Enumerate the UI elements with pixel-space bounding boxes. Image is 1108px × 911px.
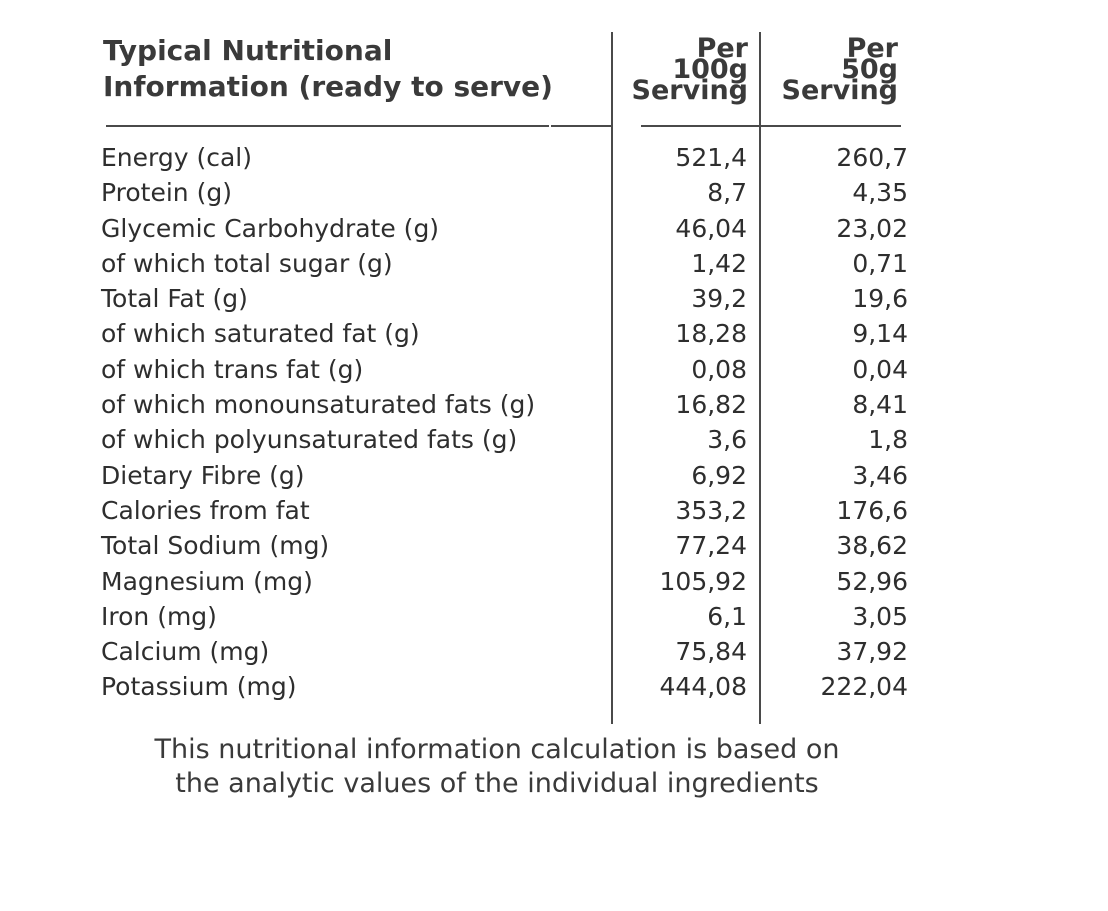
table-row: of which monounsaturated fats (g) 16,82 8,… [0, 387, 1108, 422]
table-row: of which trans fat (g) 0,08 0,04 [0, 352, 1108, 387]
nutrient-label: Energy (cal) [101, 143, 252, 172]
header-rule-col1 [641, 125, 759, 127]
value-per-50g: 1,8 [868, 425, 908, 455]
value-per-50g: 0,71 [852, 248, 908, 278]
footnote: This nutritional information calculation… [100, 733, 894, 801]
value-per-100g: 39,2 [691, 284, 747, 314]
table-title-line-1: Typical Nutritional [103, 34, 393, 67]
table-row: Potassium (mg) 444,08 222,04 [0, 669, 1108, 704]
value-per-50g: 23,02 [836, 213, 908, 243]
column-header-per-100g: Per 100g Serving [612, 33, 748, 106]
value-per-50g: 0,04 [852, 354, 908, 384]
table-row: Iron (mg) 6,1 3,05 [0, 599, 1108, 634]
nutrient-label: Calories from fat [101, 495, 310, 525]
value-per-50g: 3,05 [852, 601, 908, 631]
value-per-100g: 1,42 [691, 248, 747, 278]
table-row: Glycemic Carbohydrate (g) 46,04 23,02 [0, 211, 1108, 246]
value-per-100g: 6,92 [691, 460, 747, 490]
table-body: Energy (cal) 521,4 260,7 Protein (g) 8,7 4,35… [0, 140, 1108, 705]
table-row: Energy (cal) 521,4 260,7 [0, 140, 1108, 175]
value-per-50g: 222,04 [820, 672, 908, 702]
nutrient-label: of which total sugar (g) [101, 248, 393, 278]
value-per-50g: 4,35 [852, 178, 908, 208]
column-header-per-100g-line-1: Per [696, 33, 748, 64]
nutrient-label: Glycemic Carbohydrate (g) [101, 213, 440, 243]
value-per-50g: 37,92 [836, 637, 908, 667]
value-per-50g: 52,96 [836, 566, 908, 596]
header-rule-col2 [761, 125, 901, 127]
column-header-per-50g-line-1: Per [846, 33, 898, 64]
value-per-50g: 8,41 [852, 390, 908, 420]
header-rule-gap [551, 125, 611, 127]
table-title: Typical Nutritional Information (ready t… [103, 33, 583, 105]
table-row: Protein (g) 8,7 4,35 [0, 175, 1108, 210]
column-divider-2 [759, 32, 761, 724]
value-per-100g: 6,1 [707, 601, 747, 631]
nutrient-label: Potassium (mg) [101, 672, 297, 702]
table-row: of which total sugar (g) 1,42 0,71 [0, 246, 1108, 281]
value-per-50g: 260,7 [836, 143, 908, 172]
value-per-100g: 105,92 [659, 566, 747, 596]
value-per-100g: 46,04 [675, 213, 747, 243]
column-header-per-50g-line-2: 50g [841, 54, 898, 85]
column-divider-1 [611, 32, 613, 724]
nutrient-label: Total Sodium (mg) [101, 531, 330, 561]
nutrient-label: of which polyunsaturated fats (g) [101, 425, 518, 455]
table-row: of which saturated fat (g) 18,28 9,14 [0, 316, 1108, 351]
value-per-100g: 444,08 [659, 672, 747, 702]
value-per-50g: 176,6 [836, 495, 908, 525]
value-per-100g: 8,7 [707, 178, 747, 208]
column-header-per-50g-line-3: Serving [781, 75, 898, 106]
value-per-50g: 9,14 [852, 319, 908, 349]
nutrient-label: Total Fat (g) [101, 284, 248, 314]
footnote-line-2: the analytic values of the individual in… [175, 768, 819, 799]
nutrient-label: of which monounsaturated fats (g) [101, 390, 536, 420]
table-row: Dietary Fibre (g) 6,92 3,46 [0, 458, 1108, 493]
value-per-100g: 16,82 [675, 390, 747, 420]
table-row: Total Fat (g) 39,2 19,6 [0, 281, 1108, 316]
table-row: Calcium (mg) 75,84 37,92 [0, 634, 1108, 669]
value-per-100g: 521,4 [675, 143, 747, 172]
header-rule-label [106, 125, 549, 127]
value-per-100g: 0,08 [691, 354, 747, 384]
column-header-per-50g: Per 50g Serving [762, 33, 898, 106]
table-title-line-2: Information (ready to serve) [103, 70, 553, 103]
nutrient-label: of which trans fat (g) [101, 354, 364, 384]
value-per-50g: 3,46 [852, 460, 908, 490]
nutrient-label: of which saturated fat (g) [101, 319, 420, 349]
table-row: of which polyunsaturated fats (g) 3,6 1,8 [0, 422, 1108, 457]
value-per-50g: 38,62 [836, 531, 908, 561]
nutrient-label: Protein (g) [101, 178, 232, 208]
table-row: Calories from fat 353,2 176,6 [0, 493, 1108, 528]
value-per-100g: 75,84 [675, 637, 747, 667]
column-header-per-100g-line-3: Serving [631, 75, 748, 106]
value-per-100g: 18,28 [675, 319, 747, 349]
value-per-100g: 3,6 [707, 425, 747, 455]
value-per-100g: 353,2 [675, 495, 747, 525]
footnote-line-1: This nutritional information calculation… [154, 734, 840, 765]
nutrient-label: Calcium (mg) [101, 637, 270, 667]
value-per-50g: 19,6 [852, 284, 908, 314]
nutrient-label: Dietary Fibre (g) [101, 460, 305, 490]
table-row: Total Sodium (mg) 77,24 38,62 [0, 528, 1108, 563]
column-header-per-100g-line-2: 100g [672, 54, 748, 85]
table-row: Magnesium (mg) 105,92 52,96 [0, 564, 1108, 599]
nutrient-label: Magnesium (mg) [101, 566, 313, 596]
value-per-100g: 77,24 [675, 531, 747, 561]
nutrient-label: Iron (mg) [101, 601, 217, 631]
